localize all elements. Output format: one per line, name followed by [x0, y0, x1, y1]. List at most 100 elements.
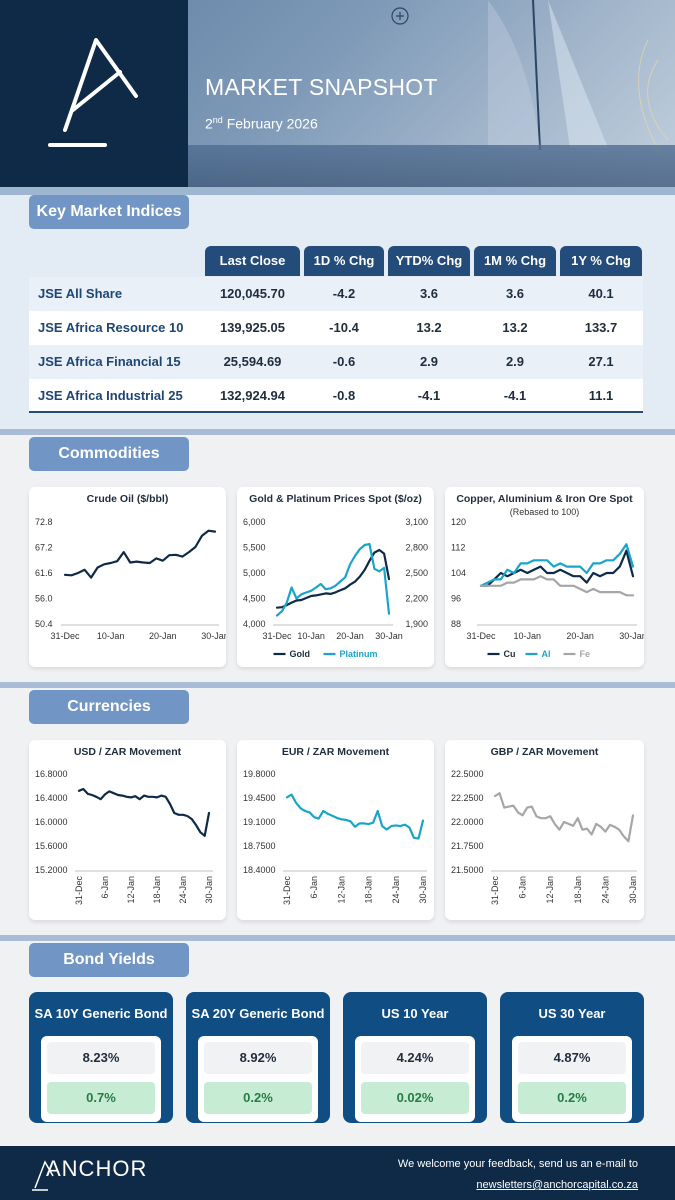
x-tick-label: 18-Jan	[364, 876, 374, 904]
y2-tick-label: 3,100	[405, 517, 428, 527]
y-tick-label: 21.5000	[451, 865, 484, 875]
y-tick-label: 15.6000	[35, 841, 68, 851]
chart-card-usdzar: USD / ZAR Movement 16.8000 16.4000 16.0000 1…	[29, 740, 226, 920]
y2-tick-label: 2,500	[405, 568, 428, 578]
1y-chg-value: 40.1	[588, 286, 614, 301]
x-tick-label: 31-Dec	[262, 631, 292, 641]
x-tick-label: 31-Dec	[282, 876, 292, 906]
column-header-1y-chg: 1Y % Chg	[560, 246, 642, 276]
bond-yield: 4.87%	[518, 1042, 626, 1074]
y2-tick-label: 1,900	[405, 619, 428, 629]
legend-label: Platinum	[340, 649, 378, 659]
x-tick-label: 6-Jan	[309, 876, 319, 899]
crude-oil-chart: Crude Oil ($/bbl) 72.8 67.2 61.6 56.0 50.4 31-…	[35, 493, 226, 641]
index-name: JSE All Share	[38, 286, 123, 301]
bond-values: 4.24% 0.02%	[355, 1036, 475, 1122]
section-divider	[0, 429, 675, 435]
bond-card-sa20y: SA 20Y Generic Bond 8.92% 0.2%	[186, 992, 330, 1123]
footer	[0, 1146, 675, 1200]
bond-title: US 30 Year	[538, 1006, 606, 1021]
index-name: JSE Africa Industrial 25	[38, 388, 183, 403]
bond-title: US 10 Year	[381, 1006, 449, 1021]
table-row: JSE Africa Resource 10 139,925.05 -10.4 …	[29, 311, 643, 345]
page-title: MARKET SNAPSHOT	[205, 74, 438, 100]
gbpzar-chart: GBP / ZAR Movement 22.5000 22.2500 22.0000 2…	[451, 746, 638, 906]
series-line	[285, 793, 425, 840]
series-line	[275, 542, 391, 617]
ytd-chg-value: 2.9	[419, 354, 439, 369]
table-row: JSE Africa Financial 15 25,594.69 -0.6 2…	[29, 345, 643, 379]
x-tick-label: 24-Jan	[391, 876, 401, 904]
x-tick-label: 30-Jan	[204, 876, 214, 904]
last-close-value: 132,924.94	[219, 388, 286, 403]
series-line	[493, 792, 635, 843]
1y-chg-value: 133.7	[584, 320, 618, 335]
last-close-value: 25,594.69	[223, 354, 282, 369]
section-title-bonds: Bond Yields	[29, 943, 189, 977]
chart-card-crude-oil: Crude Oil ($/bbl) 72.8 67.2 61.6 56.0 50.4 31-…	[29, 487, 226, 667]
series-line	[77, 787, 211, 837]
x-tick-label: 30-Jan	[628, 876, 638, 904]
x-tick-label: 24-Jan	[600, 876, 610, 904]
table-row: JSE Africa Industrial 25 132,924.94 -0.8…	[29, 379, 643, 413]
index-name: JSE Africa Resource 10	[38, 320, 184, 335]
1m-chg-value: 2.9	[505, 354, 525, 369]
y2-tick-label: 2,200	[405, 594, 428, 604]
y-tick-label: 22.0000	[451, 817, 484, 827]
bond-values: 8.23% 0.7%	[41, 1036, 161, 1122]
footer-message: We welcome your feedback, send us an e-m…	[397, 1158, 638, 1170]
bond-values: 8.92% 0.2%	[198, 1036, 318, 1122]
y-tick-label: 112	[451, 543, 465, 553]
ytd-chg-value: 13.2	[416, 320, 442, 335]
1d-chg-value: -0.8	[332, 388, 356, 403]
table-bottom-rule	[29, 411, 643, 413]
bond-card-us10y: US 10 Year 4.24% 0.02%	[343, 992, 487, 1123]
y-tick-label: 56.0	[35, 594, 53, 604]
footer-email-link[interactable]: newsletters@anchorcapital.co.za	[476, 1179, 638, 1191]
report-date: 2nd February 2026	[205, 115, 318, 132]
ytd-chg-value: -4.1	[417, 388, 441, 403]
section-divider	[0, 935, 675, 941]
column-header-last-close: Last Close	[205, 246, 300, 276]
bond-values: 4.87% 0.2%	[512, 1036, 632, 1122]
1m-chg-value: 3.6	[505, 286, 525, 301]
header-bottom-bar	[0, 187, 675, 195]
chart-title: Gold & Platinum Prices Spot ($/oz)	[249, 493, 422, 505]
bond-title: SA 10Y Generic Bond	[34, 1006, 168, 1021]
x-tick-label: 30-Jan	[201, 631, 226, 641]
y-tick-label: 18.4000	[243, 865, 276, 875]
bond-yield: 4.24%	[361, 1042, 469, 1074]
chart-card-gold-platinum: Gold & Platinum Prices Spot ($/oz) 6,000 5…	[237, 487, 434, 667]
chart-title: Crude Oil ($/bbl)	[87, 493, 169, 505]
x-tick-label: 10-Jan	[97, 631, 125, 641]
x-tick-label: 20-Jan	[566, 631, 594, 641]
chart-subtitle: (Rebased to 100)	[510, 507, 580, 517]
anchor-a-logo	[48, 38, 138, 147]
x-tick-label: 31-Dec	[50, 631, 80, 641]
section-divider	[0, 682, 675, 688]
y2-tick-label: 2,800	[405, 543, 428, 553]
series-line	[479, 549, 635, 587]
column-header-ytd-chg: YTD% Chg	[388, 246, 470, 276]
bond-change: 0.2%	[518, 1082, 626, 1114]
anchor-footer-logo-mark	[32, 1160, 54, 1191]
y-tick-label: 5,000	[243, 568, 266, 578]
chart-title: USD / ZAR Movement	[74, 746, 182, 758]
section-title-commodities: Commodities	[29, 437, 189, 471]
x-tick-label: 18-Jan	[152, 876, 162, 904]
x-tick-label: 12-Jan	[126, 876, 136, 904]
legend-label: Al	[542, 649, 551, 659]
series-line	[479, 543, 635, 587]
eurzar-chart: EUR / ZAR Movement 19.8000 19.4500 19.1000 1…	[243, 746, 428, 906]
y-tick-label: 19.1000	[243, 817, 276, 827]
x-tick-label: 18-Jan	[573, 876, 583, 904]
y-tick-label: 67.2	[35, 543, 53, 553]
y-tick-label: 21.7500	[451, 841, 484, 851]
usdzar-chart: USD / ZAR Movement 16.8000 16.4000 16.0000 1…	[35, 746, 214, 905]
1d-chg-value: -4.2	[332, 286, 356, 301]
series-line	[275, 548, 391, 609]
x-tick-label: 31-Dec	[490, 876, 500, 906]
bond-change: 0.7%	[47, 1082, 155, 1114]
x-tick-label: 20-Jan	[336, 631, 364, 641]
logo-box	[0, 0, 188, 187]
